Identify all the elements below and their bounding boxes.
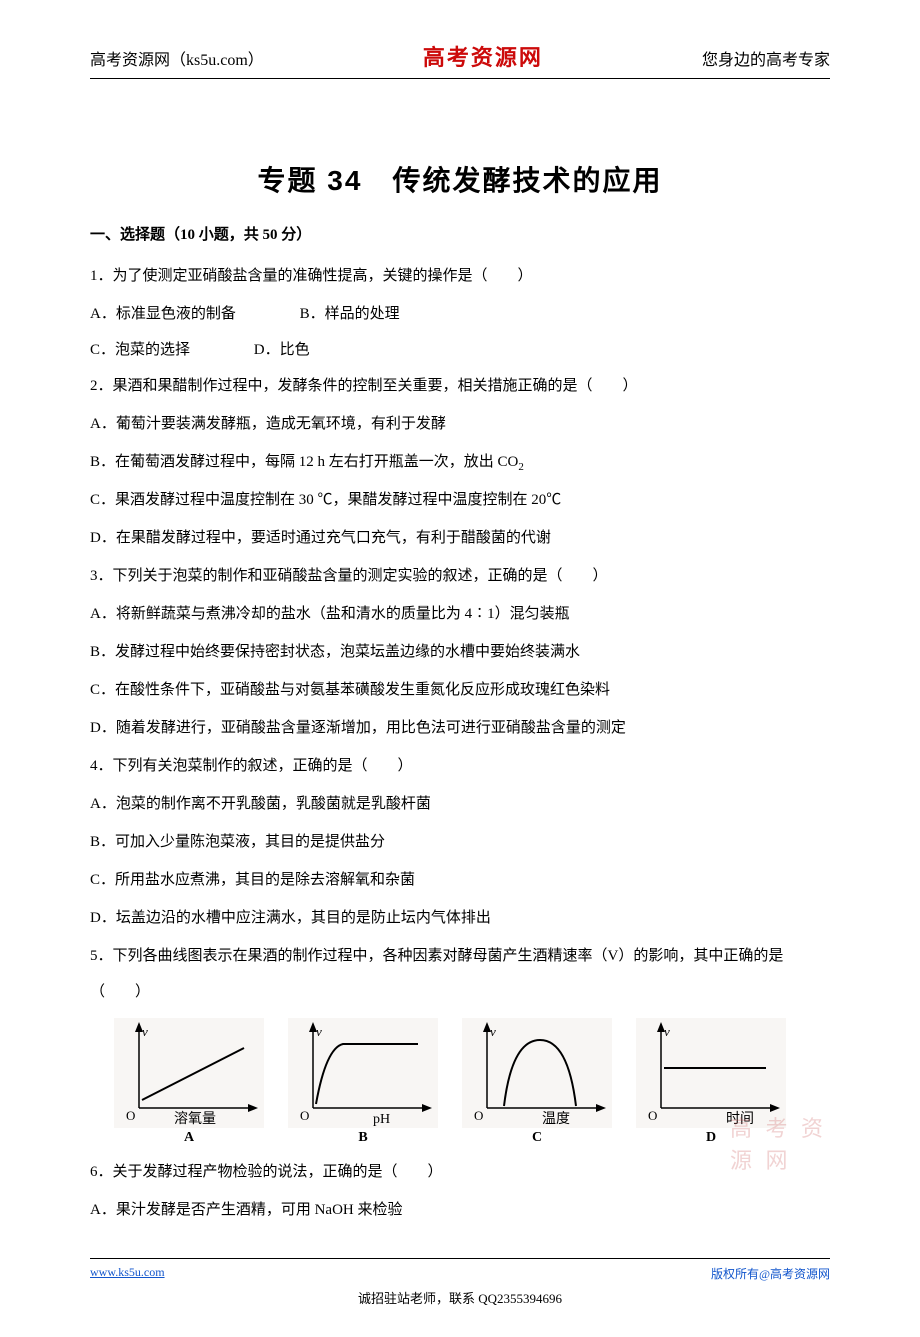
q1-option-d: D．比色	[254, 332, 310, 368]
page-footer: www.ks5u.com 版权所有@高考资源网 诚招驻站老师，联系 QQ2355…	[90, 1258, 830, 1307]
q3-stem: 3．下列关于泡菜的制作和亚硝酸盐含量的测定实验的叙述，正确的是（ ）	[90, 558, 830, 594]
page-header: 高考资源网（ks5u.com） 高考资源网 您身边的高考专家	[90, 40, 830, 79]
chart-b-origin: O	[300, 1108, 309, 1123]
q2-option-b: B．在葡萄酒发酵过程中，每隔 12 h 左右打开瓶盖一次，放出 CO2	[90, 444, 830, 480]
chart-c-label: C	[462, 1130, 612, 1146]
q5-stem: 5．下列各曲线图表示在果酒的制作过程中，各种因素对酵母菌产生酒精速率（V）的影响…	[90, 938, 830, 1010]
chart-b-label: B	[288, 1130, 438, 1146]
footer-contact: 诚招驻站老师，联系 QQ2355394696	[90, 1288, 830, 1307]
q2-option-b-sub: 2	[518, 461, 524, 473]
chart-a: v O 溶氧量 A	[114, 1018, 264, 1146]
section-heading: 一、选择题（10 小题，共 50 分）	[90, 223, 830, 244]
header-right: 您身边的高考专家	[702, 46, 830, 70]
q1-option-c: C．泡菜的选择	[90, 332, 190, 368]
q6-option-a: A．果汁发酵是否产生酒精，可用 NaOH 来检验	[90, 1192, 830, 1228]
chart-a-origin: O	[126, 1108, 135, 1123]
q2-option-d: D．在果醋发酵过程中，要适时通过充气口充气，有利于醋酸菌的代谢	[90, 520, 830, 556]
q2-stem: 2．果酒和果醋制作过程中，发酵条件的控制至关重要，相关措施正确的是（ ）	[90, 368, 830, 404]
chart-d-xlabel: 时间	[726, 1111, 754, 1127]
q4-option-c: C．所用盐水应煮沸，其目的是除去溶解氧和杂菌	[90, 862, 830, 898]
q4-option-b: B．可加入少量陈泡菜液，其目的是提供盐分	[90, 824, 830, 860]
q4-option-a: A．泡菜的制作离不开乳酸菌，乳酸菌就是乳酸杆菌	[90, 786, 830, 822]
chart-b: v O pH B	[288, 1018, 438, 1146]
header-left: 高考资源网（ks5u.com）	[90, 46, 264, 70]
chart-d-label: D	[636, 1130, 786, 1146]
chart-d-ylabel: v	[664, 1024, 670, 1039]
q1-options-row2: C．泡菜的选择 D．比色	[90, 332, 830, 368]
chart-d: v O 时间 D	[636, 1018, 786, 1146]
chart-row: v O 溶氧量 A v O pH B	[114, 1018, 830, 1146]
chart-c-xlabel: 温度	[542, 1111, 570, 1127]
chart-d-origin: O	[648, 1108, 657, 1123]
chart-a-label: A	[114, 1130, 264, 1146]
chart-b-xlabel: pH	[373, 1112, 390, 1127]
q3-option-d: D．随着发酵进行，亚硝酸盐含量逐渐增加，用比色法可进行亚硝酸盐含量的测定	[90, 710, 830, 746]
document-title: 专题 34 传统发酵技术的应用	[90, 159, 830, 199]
header-center-logo: 高考资源网	[423, 40, 543, 72]
q3-option-a: A．将新鲜蔬菜与煮沸冷却的盐水（盐和清水的质量比为 4∶1）混匀装瓶	[90, 596, 830, 632]
q4-stem: 4．下列有关泡菜制作的叙述，正确的是（ ）	[90, 748, 830, 784]
footer-link[interactable]: www.ks5u.com	[90, 1265, 165, 1282]
q1-stem: 1．为了使测定亚硝酸盐含量的准确性提高，关键的操作是（ ）	[90, 258, 830, 294]
q2-option-a: A．葡萄汁要装满发酵瓶，造成无氧环境，有利于发酵	[90, 406, 830, 442]
q3-option-c: C．在酸性条件下，亚硝酸盐与对氨基苯磺酸发生重氮化反应形成玫瑰红色染料	[90, 672, 830, 708]
q1-options-row1: A．标准显色液的制备 B．样品的处理	[90, 296, 830, 332]
q2-option-b-text: B．在葡萄酒发酵过程中，每隔 12 h 左右打开瓶盖一次，放出 CO	[90, 454, 518, 470]
q3-option-b: B．发酵过程中始终要保持密封状态，泡菜坛盖边缘的水槽中要始终装满水	[90, 634, 830, 670]
footer-copyright: 版权所有@高考资源网	[711, 1265, 830, 1282]
q2-option-c: C．果酒发酵过程中温度控制在 30 ℃，果醋发酵过程中温度控制在 20℃	[90, 482, 830, 518]
chart-b-ylabel: v	[316, 1024, 322, 1039]
q6-stem: 6．关于发酵过程产物检验的说法，正确的是（ ）	[90, 1154, 830, 1190]
chart-c-ylabel: v	[490, 1024, 496, 1039]
chart-a-ylabel: v	[142, 1024, 148, 1039]
q1-option-b: B．样品的处理	[300, 296, 400, 332]
chart-a-xlabel: 溶氧量	[174, 1111, 216, 1127]
chart-c: v O 温度 C	[462, 1018, 612, 1146]
q1-option-a: A．标准显色液的制备	[90, 296, 236, 332]
q4-option-d: D．坛盖边沿的水槽中应注满水，其目的是防止坛内气体排出	[90, 900, 830, 936]
chart-c-origin: O	[474, 1108, 483, 1123]
